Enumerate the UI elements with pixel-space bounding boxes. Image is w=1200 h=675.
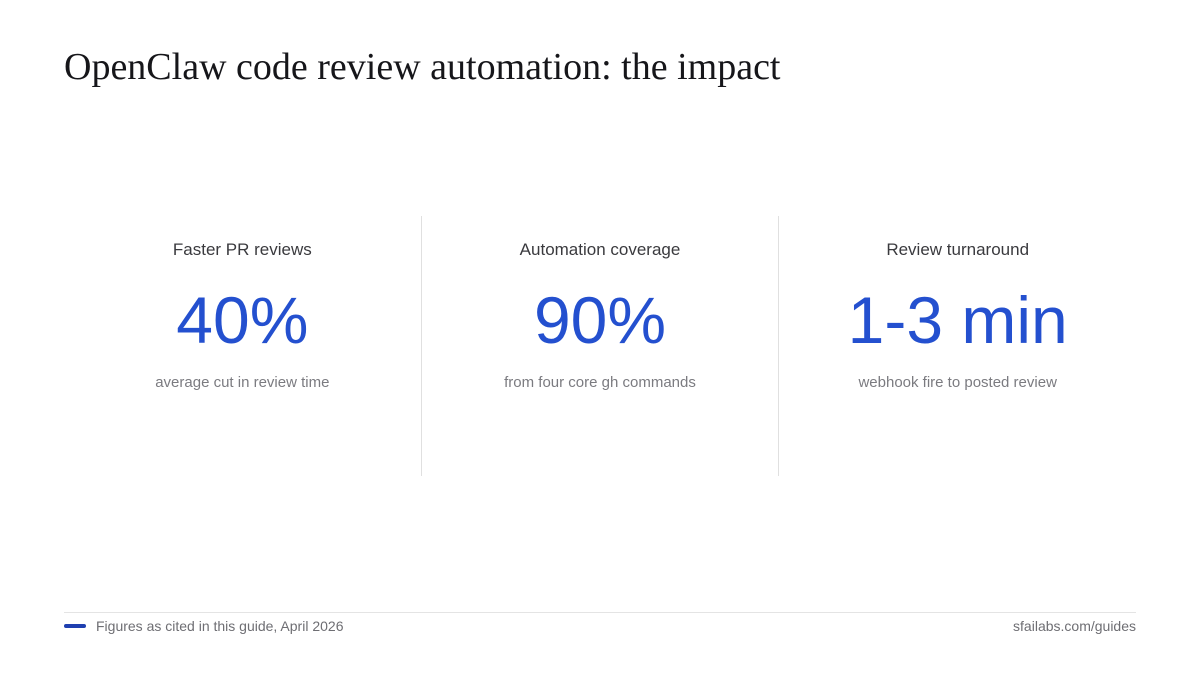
- stat-faster-pr-reviews: Faster PR reviews 40% average cut in rev…: [64, 216, 421, 476]
- stat-description: average cut in review time: [155, 374, 330, 391]
- footer-note-group: Figures as cited in this guide, April 20…: [64, 618, 343, 634]
- stat-automation-coverage: Automation coverage 90% from four core g…: [420, 216, 779, 476]
- stat-value: 40%: [176, 283, 309, 357]
- stat-description: from four core gh commands: [504, 374, 696, 391]
- stat-label: Review turnaround: [886, 240, 1030, 259]
- footer-note: Figures as cited in this guide, April 20…: [96, 618, 344, 634]
- footer-source-link[interactable]: sfailabs.com/guides: [1013, 618, 1136, 634]
- stat-value: 1-3 min: [847, 283, 1068, 357]
- footer-divider: [64, 612, 1136, 613]
- accent-bar-icon: [64, 624, 86, 628]
- footer: Figures as cited in this guide, April 20…: [64, 616, 1136, 636]
- stat-review-turnaround: Review turnaround 1-3 min webhook fire t…: [778, 216, 1136, 476]
- stat-description: webhook fire to posted review: [858, 374, 1057, 391]
- stat-label: Automation coverage: [519, 240, 681, 259]
- stat-label: Faster PR reviews: [172, 240, 312, 259]
- stat-value: 90%: [533, 283, 667, 357]
- page-title: OpenClaw code review automation: the imp…: [64, 46, 781, 88]
- stats-row: Faster PR reviews 40% average cut in rev…: [64, 216, 1136, 476]
